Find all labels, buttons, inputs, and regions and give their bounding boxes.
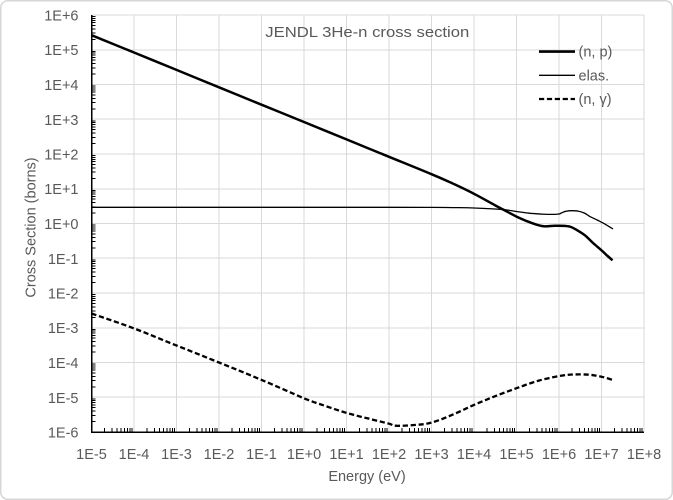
svg-text:1E-4: 1E-4 [48, 356, 79, 372]
svg-text:1E+1: 1E+1 [44, 182, 78, 198]
svg-text:1E+5: 1E+5 [44, 43, 78, 59]
svg-text:1E+2: 1E+2 [44, 148, 78, 164]
svg-text:1E-5: 1E-5 [48, 391, 79, 407]
svg-text:1E+1: 1E+1 [329, 447, 363, 463]
svg-text:1E+7: 1E+7 [584, 447, 618, 463]
svg-text:1E+4: 1E+4 [44, 78, 78, 94]
svg-text:(n, γ): (n, γ) [579, 92, 612, 108]
svg-text:1E+6: 1E+6 [44, 9, 78, 25]
svg-text:1E+8: 1E+8 [627, 447, 661, 463]
svg-text:1E+0: 1E+0 [44, 217, 78, 233]
svg-text:1E+6: 1E+6 [542, 447, 576, 463]
svg-text:1E+0: 1E+0 [287, 447, 321, 463]
svg-text:(n, p): (n, p) [579, 45, 613, 61]
svg-text:1E-2: 1E-2 [204, 447, 235, 463]
svg-text:1E-4: 1E-4 [119, 447, 150, 463]
svg-text:1E+4: 1E+4 [457, 447, 491, 463]
svg-text:JENDL 3He-n cross section: JENDL 3He-n cross section [265, 25, 469, 41]
svg-text:1E+5: 1E+5 [499, 447, 533, 463]
svg-text:1E-5: 1E-5 [76, 447, 107, 463]
svg-text:1E-1: 1E-1 [246, 447, 277, 463]
svg-text:1E-3: 1E-3 [48, 321, 79, 337]
svg-text:1E+3: 1E+3 [414, 447, 448, 463]
svg-text:1E-1: 1E-1 [48, 252, 79, 268]
svg-text:Cross Section (borns): Cross Section (borns) [24, 157, 40, 297]
svg-text:1E-2: 1E-2 [48, 287, 79, 303]
svg-text:1E+3: 1E+3 [44, 113, 78, 129]
svg-text:elas.: elas. [579, 68, 610, 84]
svg-text:Energy (eV): Energy (eV) [328, 469, 405, 485]
svg-text:1E-3: 1E-3 [161, 447, 192, 463]
svg-text:1E-6: 1E-6 [48, 426, 79, 442]
svg-text:1E+2: 1E+2 [372, 447, 406, 463]
